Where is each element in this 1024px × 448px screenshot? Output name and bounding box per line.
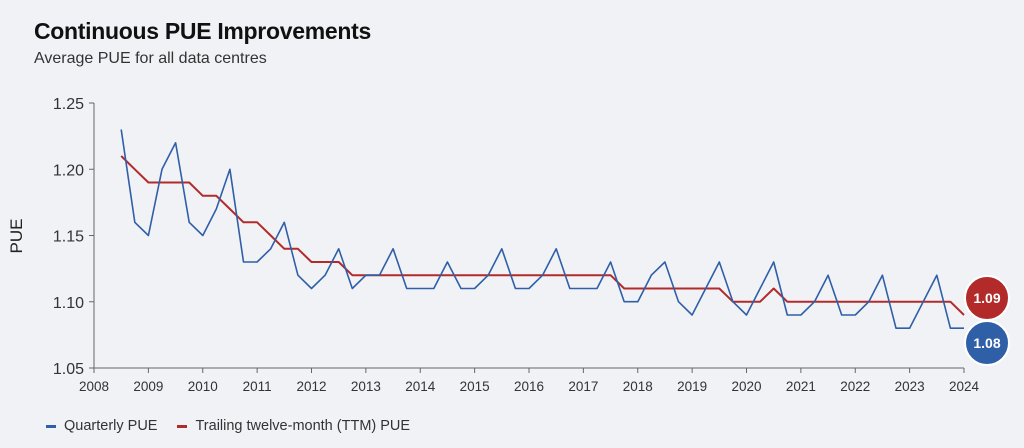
end-value-badges: 1.09 1.08 <box>964 275 1010 366</box>
y-axis-label: PUE <box>7 219 26 254</box>
legend-item-quarterly: Quarterly PUE <box>46 418 157 434</box>
series-layer <box>120 129 965 330</box>
x-tick-label: 2012 <box>296 379 326 394</box>
pue-line-chart: PUE 1.05 1.10 1.15 1.20 1.25 2008 2009 2010 2011… <box>7 96 1010 394</box>
x-tick-label: 2011 <box>243 379 272 394</box>
series-line-quarterly <box>120 129 964 330</box>
x-tick-label: 2024 <box>949 379 980 394</box>
x-tick-label: 2014 <box>405 379 436 394</box>
y-tick-label: 1.10 <box>53 295 84 312</box>
legend-label-ttm: Trailing twelve-month (TTM) PUE <box>195 418 411 434</box>
legend: Quarterly PUE Trailing twelve-month (TTM… <box>46 418 430 434</box>
end-badge-label: 1.09 <box>973 290 1000 306</box>
x-tick-label: 2009 <box>133 379 163 394</box>
x-tick-label: 2008 <box>79 379 109 394</box>
x-tick-label: 2010 <box>188 379 218 394</box>
chart-subtitle: Average PUE for all data centres <box>34 50 267 67</box>
legend-swatch-ttm <box>177 424 188 428</box>
x-tick-label: 2020 <box>731 379 761 394</box>
x-tick-label: 2017 <box>568 379 598 394</box>
y-tick-label: 1.25 <box>53 96 84 113</box>
legend-label-quarterly: Quarterly PUE <box>64 418 158 434</box>
legend-swatch-quarterly <box>46 424 56 428</box>
legend-item-ttm: Trailing twelve-month (TTM) PUE <box>177 418 410 434</box>
x-tick-label: 2015 <box>460 379 490 394</box>
series-line-ttm <box>120 155 965 316</box>
y-tick-label: 1.05 <box>53 361 84 378</box>
x-tick-label: 2019 <box>677 379 707 394</box>
x-tick-label: 2022 <box>840 379 870 394</box>
y-tick-label: 1.15 <box>53 229 84 246</box>
y-tick-label: 1.20 <box>53 162 84 179</box>
end-badge <box>964 320 1010 366</box>
x-tick-label: 2018 <box>623 379 653 394</box>
chart-title: Continuous PUE Improvements <box>34 18 371 44</box>
x-tick-label: 2021 <box>786 379 816 394</box>
x-tick-label: 2016 <box>514 379 544 394</box>
axes: 1.05 1.10 1.15 1.20 1.25 2008 2009 2010 2011 2012… <box>53 96 980 394</box>
x-tick-label: 2013 <box>351 379 381 394</box>
end-badge-label: 1.08 <box>973 335 1000 351</box>
x-tick-label: 2023 <box>895 379 925 394</box>
